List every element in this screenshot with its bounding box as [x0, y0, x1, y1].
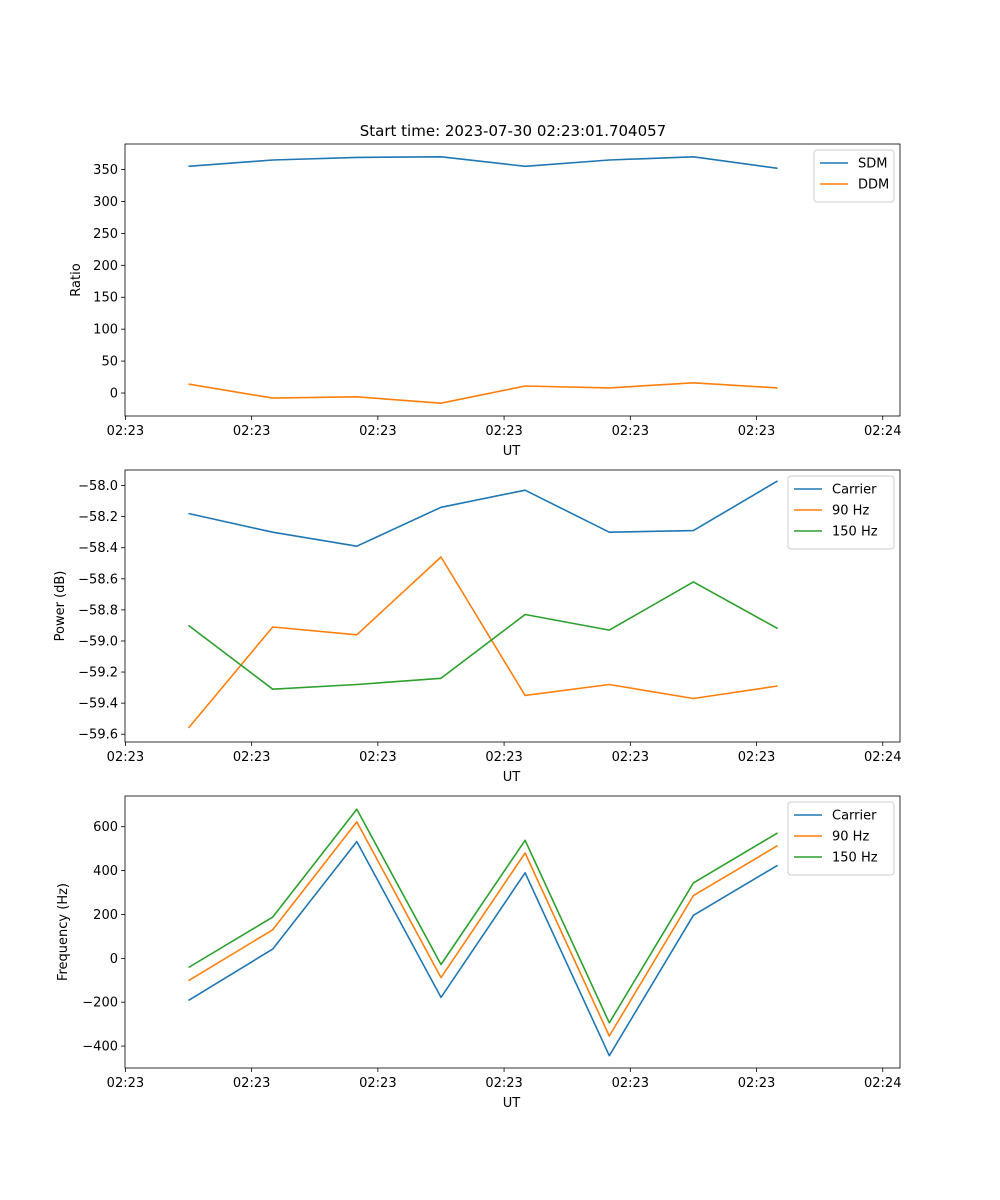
frequency-x-tick-label: 02:23 — [738, 1076, 775, 1091]
ratio-y-tick-label: 0 — [110, 387, 118, 402]
ratio-legend-label-sdm: SDM — [858, 157, 887, 172]
power-x-tick-label: 02:23 — [233, 750, 270, 765]
ratio-x-tick-label: 02:23 — [738, 424, 775, 439]
ratio-x-tick-label: 02:23 — [233, 424, 270, 439]
ratio-legend: SDM DDM — [813, 149, 895, 203]
figure-title: Start time: 2023-07-30 02:23:01.704057 — [360, 122, 666, 140]
frequency-y-tick-label: −200 — [82, 996, 118, 1011]
power-legend: Carrier 90 Hz 150 Hz — [787, 475, 895, 550]
frequency-panel: 02:23 02:23 02:23 02:23 02:23 02:23 02:24 −400 −… — [56, 795, 901, 1111]
ratio-x-tick-label: 02:23 — [107, 424, 144, 439]
ratio-x-tick-label: 02:24 — [864, 424, 901, 439]
frequency-x-tick-label: 02:23 — [612, 1076, 649, 1091]
power-legend-label-carrier: Carrier — [832, 483, 877, 498]
power-x-tick-label: 02:23 — [738, 750, 775, 765]
power-x-tick-label: 02:23 — [612, 750, 649, 765]
power-series-150-hz-line — [188, 581, 778, 691]
ratio-y-tick-label: 250 — [93, 227, 118, 242]
ratio-x-axis-label: UT — [503, 444, 521, 459]
ratio-axes-frame — [124, 143, 901, 417]
frequency-x-tick-label: 02:23 — [359, 1076, 396, 1091]
frequency-y-tick-label: 0 — [110, 952, 118, 967]
frequency-y-tick-label: −400 — [82, 1040, 118, 1055]
ratio-y-tick-label: 350 — [93, 163, 118, 178]
frequency-x-tick-label: 02:23 — [107, 1076, 144, 1091]
ratio-y-axis-label: Ratio — [69, 263, 84, 296]
power-y-axis-label: Power (dB) — [53, 571, 68, 642]
frequency-series-90-hz-line — [188, 821, 779, 1037]
frequency-legend-label-carrier: Carrier — [832, 809, 877, 824]
power-axes-frame — [124, 469, 901, 743]
frequency-legend: Carrier 90 Hz 150 Hz — [787, 801, 895, 876]
ratio-x-tick-label: 02:23 — [612, 424, 649, 439]
ratio-x-tick-label: 02:23 — [485, 424, 522, 439]
ratio-x-tick-label: 02:23 — [359, 424, 396, 439]
power-y-tick-label: −59.6 — [78, 728, 118, 743]
ratio-y-tick-label: 300 — [93, 195, 118, 210]
power-y-tick-label: −59.4 — [78, 697, 118, 712]
power-legend-label-90-hz: 90 Hz — [832, 504, 869, 519]
power-legend-label-150-hz: 150 Hz — [832, 525, 878, 540]
power-y-tick-label: −58.4 — [78, 541, 118, 556]
frequency-x-tick-label: 02:24 — [864, 1076, 901, 1091]
frequency-legend-label-150-hz: 150 Hz — [832, 851, 878, 866]
frequency-legend-label-90-hz: 90 Hz — [832, 830, 869, 845]
frequency-y-tick-label: 600 — [93, 820, 118, 835]
power-y-tick-label: −59.2 — [78, 666, 118, 681]
ratio-y-tick-label: 150 — [93, 291, 118, 306]
power-y-tick-label: −58.8 — [78, 603, 118, 618]
frequency-x-axis-label: UT — [503, 1096, 521, 1111]
frequency-y-tick-label: 400 — [93, 864, 118, 879]
power-x-tick-label: 02:24 — [864, 750, 901, 765]
power-x-tick-label: 02:23 — [107, 750, 144, 765]
power-y-tick-label: −58.6 — [78, 572, 118, 587]
power-x-axis-label: UT — [503, 770, 521, 785]
power-y-tick-label: −58.0 — [78, 479, 118, 494]
frequency-y-axis-label: Frequency (Hz) — [56, 883, 71, 981]
power-y-tick-label: −59.0 — [78, 634, 118, 649]
ratio-y-tick-label: 200 — [93, 259, 118, 274]
power-y-tick-label: −58.2 — [78, 510, 118, 525]
ratio-series-sdm-line — [188, 156, 778, 170]
frequency-series-150-hz-line — [188, 808, 779, 1024]
ratio-y-tick-label: 50 — [101, 355, 118, 370]
power-x-tick-label: 02:23 — [485, 750, 522, 765]
frequency-x-tick-label: 02:23 — [485, 1076, 522, 1091]
power-x-tick-label: 02:23 — [359, 750, 396, 765]
ratio-panel: 02:23 02:23 02:23 02:23 02:23 02:23 02:24 0 50 10… — [69, 143, 901, 459]
ratio-series-ddm-line — [188, 381, 778, 405]
frequency-axes-frame — [124, 795, 901, 1069]
ratio-legend-label-ddm: DDM — [858, 178, 889, 193]
frequency-x-tick-label: 02:23 — [233, 1076, 270, 1091]
frequency-y-tick-label: 200 — [93, 908, 118, 923]
power-series-90-hz-line — [187, 556, 778, 729]
power-panel: 02:23 02:23 02:23 02:23 02:23 02:23 02:24 −58.0… — [53, 469, 901, 785]
frequency-series-carrier-line — [188, 840, 779, 1057]
ratio-y-tick-label: 100 — [93, 323, 118, 338]
power-series-carrier-line — [188, 480, 779, 548]
